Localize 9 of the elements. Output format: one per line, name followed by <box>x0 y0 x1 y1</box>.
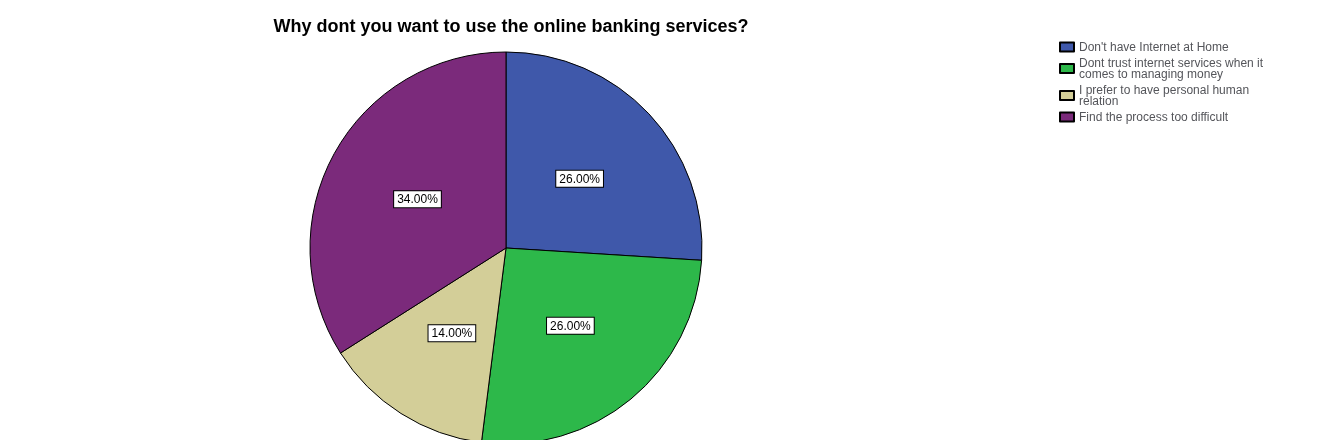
data-label: 34.00% <box>397 192 439 207</box>
legend-label: Don't have Internet at Home <box>1079 40 1230 54</box>
legend-label: Find the process too difficult <box>1079 110 1229 124</box>
chart-title: Why dont you want to use the online banking services? <box>273 16 749 36</box>
data-label: 14.00% <box>431 326 473 341</box>
legend-label: Dont trust internet services when it comes to managing money <box>1079 56 1267 81</box>
data-label: 26.00% <box>550 318 592 333</box>
legend-label: I prefer to have personal human relation <box>1079 83 1253 108</box>
data-label: 26.00% <box>559 171 601 186</box>
